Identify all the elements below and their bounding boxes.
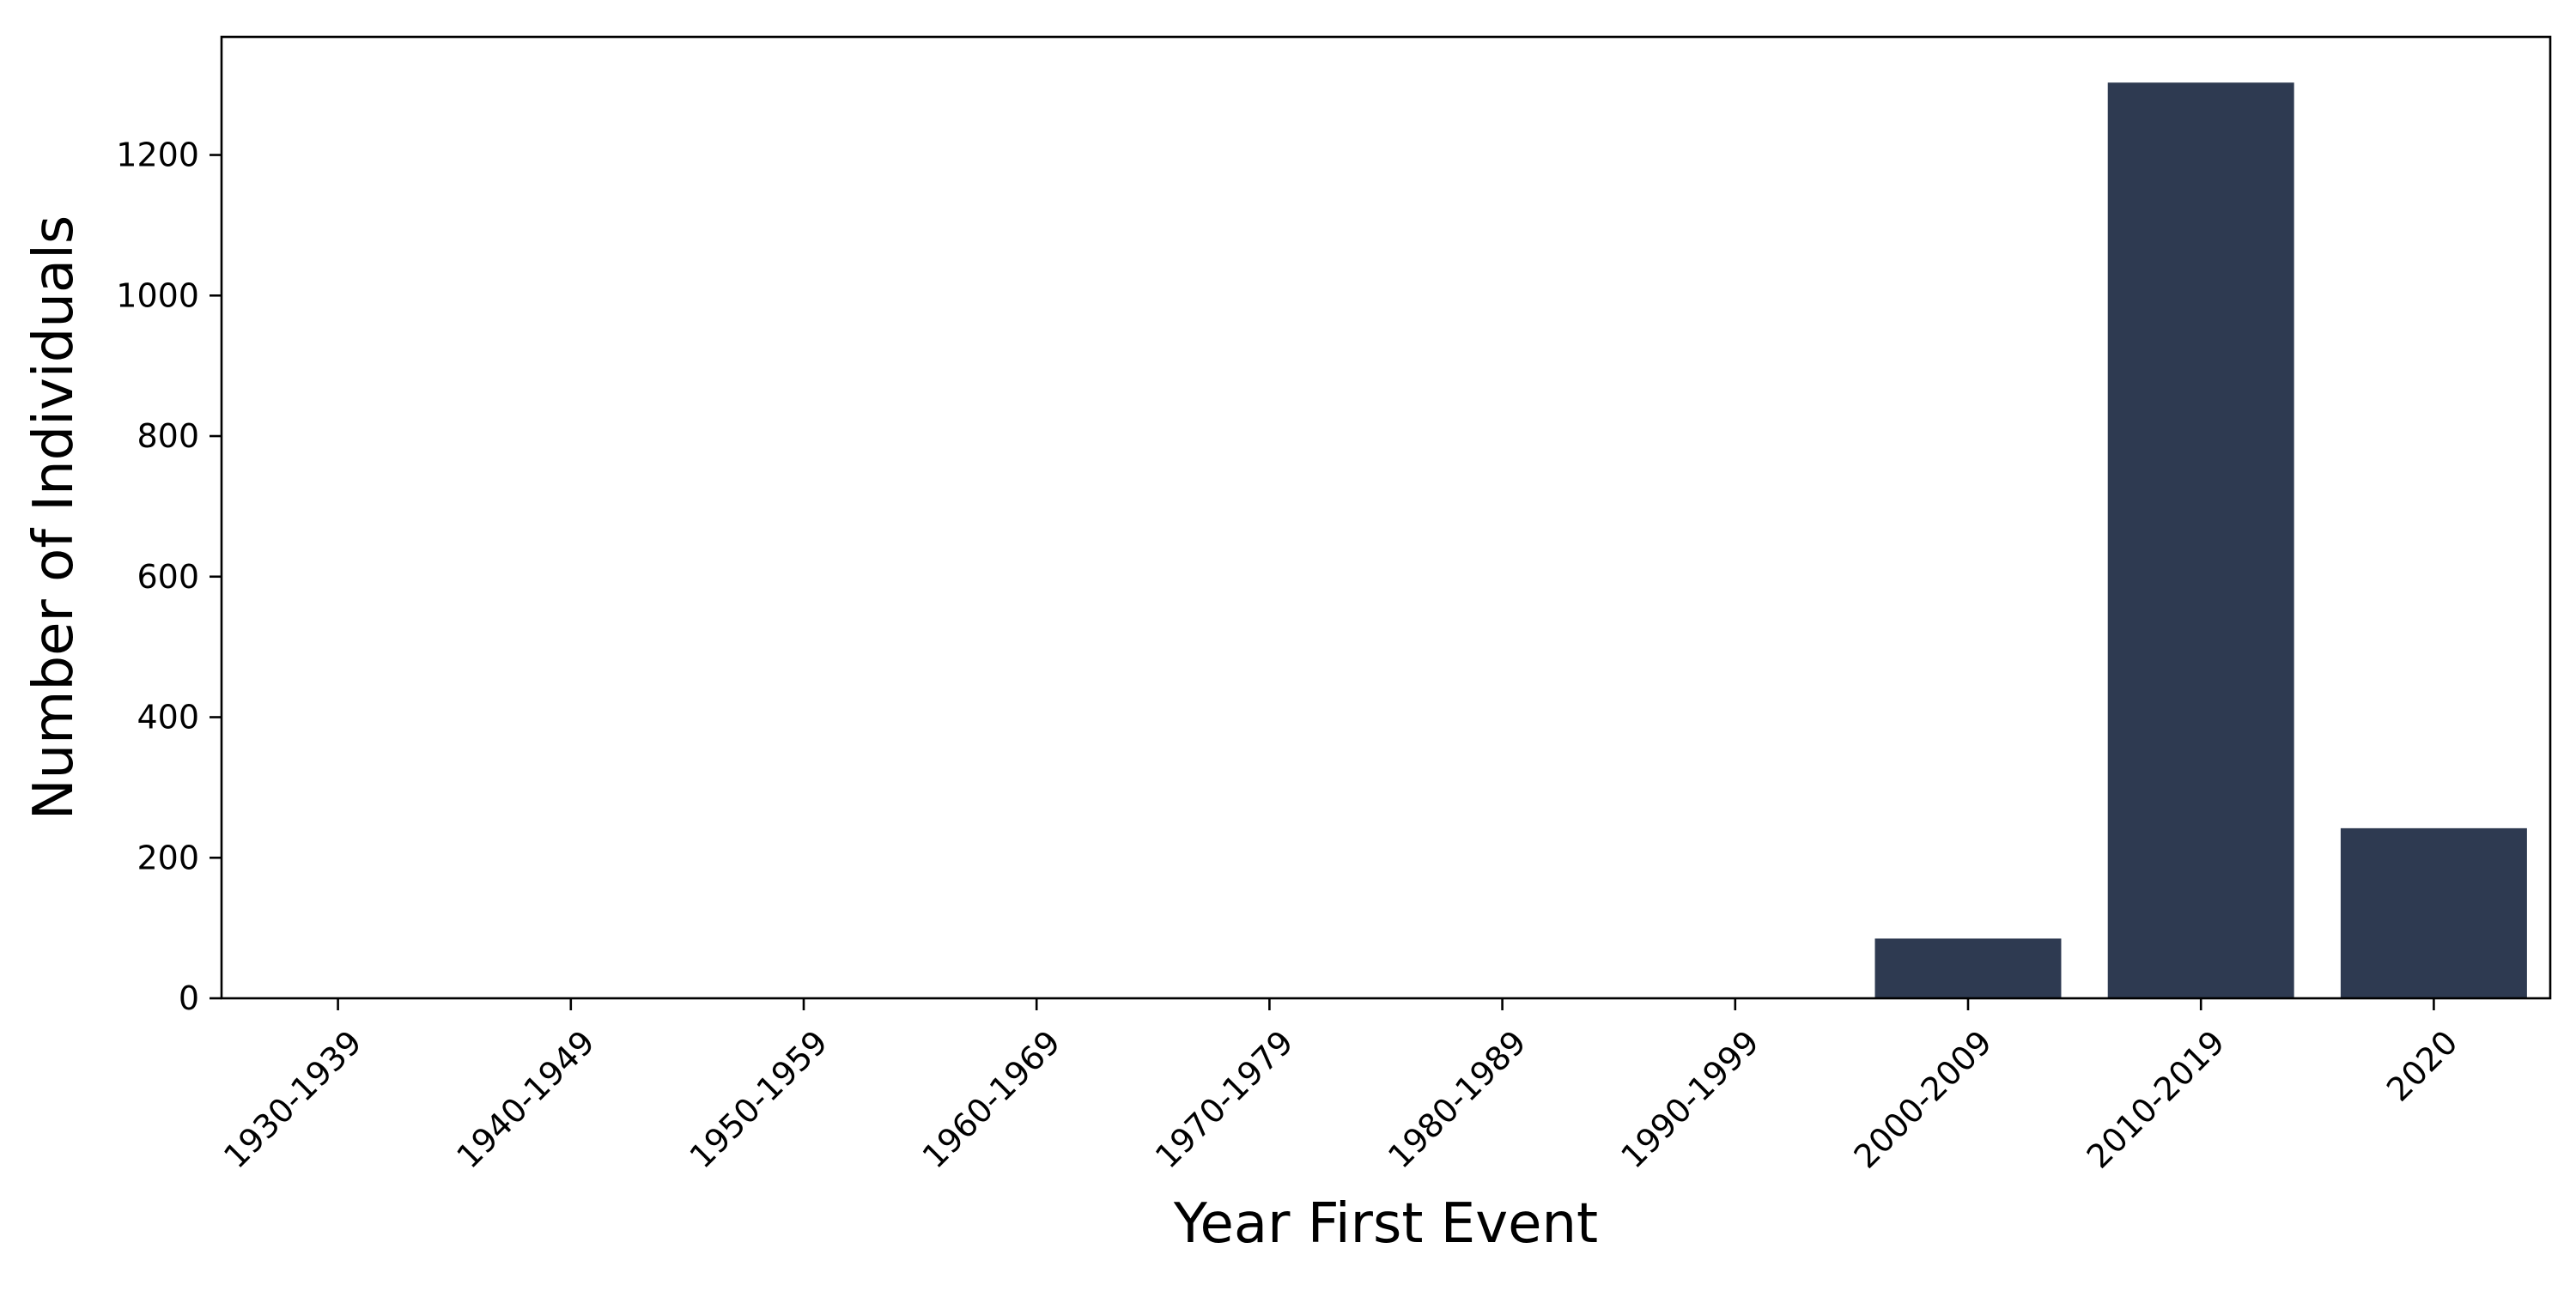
x-tick-label-1990-1999: 1990-1999 [1613,1023,1766,1176]
x-tick-label-1960-1969: 1960-1969 [915,1023,1068,1176]
x-axis-title: Year First Event [1173,1192,1598,1256]
y-axis-title: Number of Individuals [22,215,86,821]
x-tick-label-2020: 2020 [2379,1023,2465,1109]
y-tick-label-400: 400 [137,699,199,736]
x-tick-label-1970-1979: 1970-1979 [1148,1023,1301,1176]
bars-layer [1874,82,2527,999]
y-tick-label-200: 200 [137,839,199,876]
x-tick-label-1930-1939: 1930-1939 [216,1023,369,1176]
y-tick-label-1000: 1000 [116,276,199,314]
y-tick-label-1200: 1200 [116,136,199,174]
x-tick-label-2010-2019: 2010-2019 [2080,1023,2233,1176]
y-axis: 0 200 400 600 800 1000 1200 [116,136,222,1017]
x-tick-label-1940-1949: 1940-1949 [449,1023,602,1176]
y-tick-label-600: 600 [137,558,199,596]
bar-2020 [2340,827,2527,998]
x-tick-label-1980-1989: 1980-1989 [1381,1023,1534,1176]
x-tick-label-1950-1959: 1950-1959 [683,1023,835,1176]
plot-frame [220,35,2552,1000]
bar-2000-2009 [1874,938,2062,998]
bar-2010-2019 [2107,82,2294,999]
y-tick-label-0: 0 [179,979,199,1017]
y-tick-label-800: 800 [137,417,199,455]
x-axis: 1930-1939 1940-1949 1950-1959 1960-1969 1970… [216,998,2465,1176]
x-tick-label-2000-2009: 2000-2009 [1847,1023,2000,1176]
